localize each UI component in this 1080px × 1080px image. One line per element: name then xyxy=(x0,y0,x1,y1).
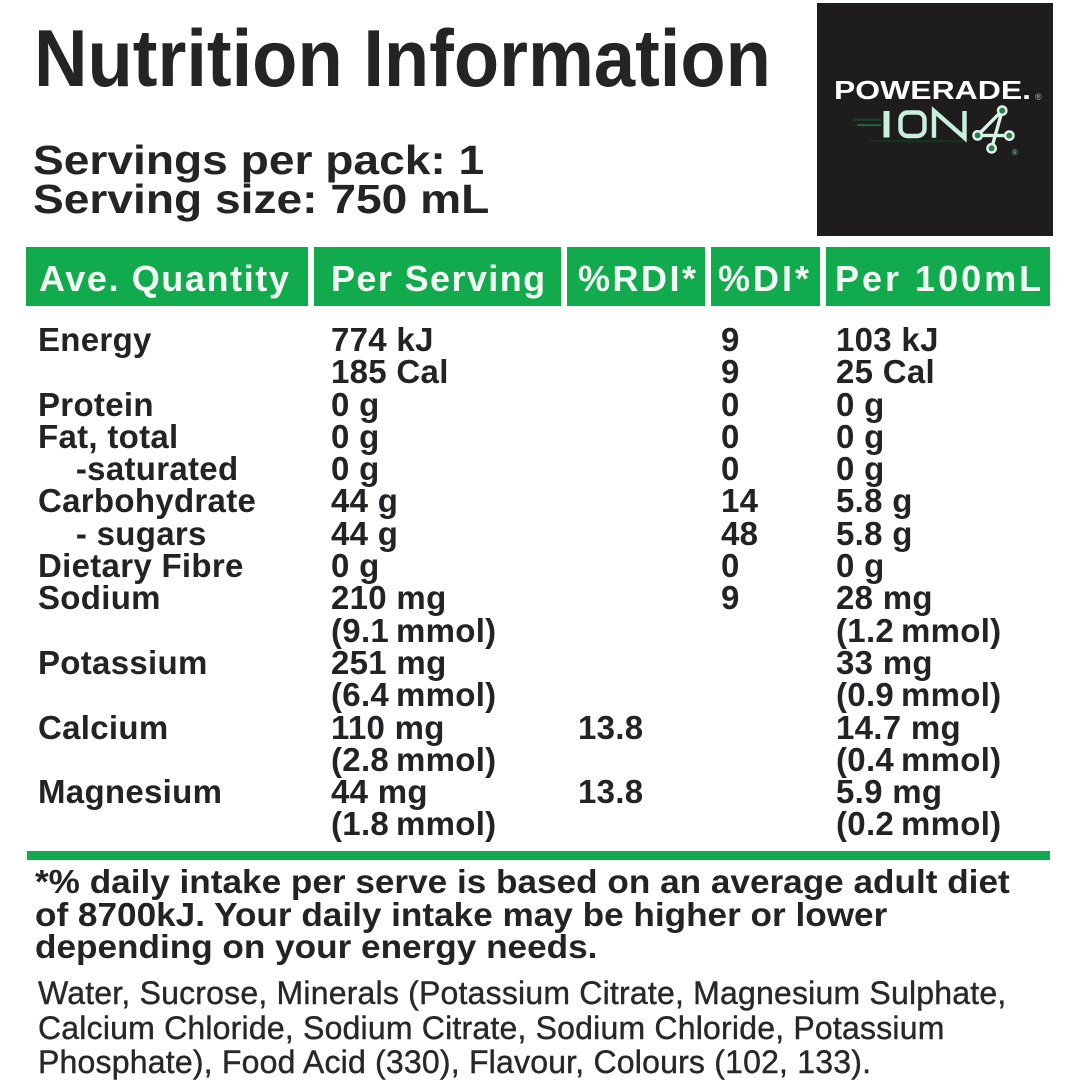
svg-text:®: ® xyxy=(1035,92,1042,102)
svg-text:®: ® xyxy=(1012,148,1018,157)
svg-text:POWERADE.: POWERADE. xyxy=(834,75,1031,105)
